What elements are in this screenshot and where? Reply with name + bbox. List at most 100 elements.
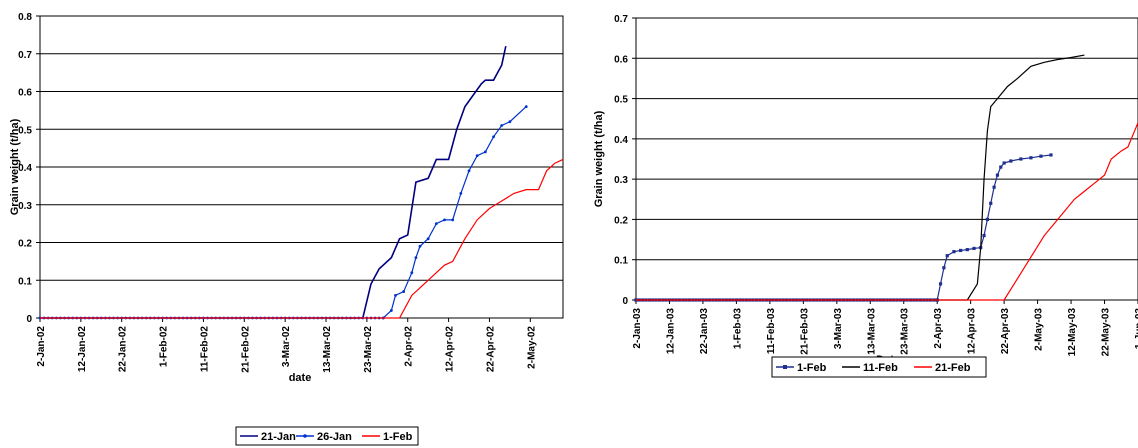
y-tick-label: 0.6	[18, 88, 32, 99]
series-marker	[999, 165, 1003, 169]
x-tick-label: 12-Apr-02	[445, 326, 456, 373]
series-line-26-Jan	[40, 106, 527, 319]
y-tick-label: 0	[622, 296, 628, 307]
x-tick-label: 3-Mar-02	[281, 326, 292, 368]
series-marker	[995, 173, 1000, 177]
x-tick-label: 2-Apr-03	[933, 308, 944, 349]
x-tick-label: 2-Apr-02	[404, 326, 415, 367]
series-marker	[500, 124, 504, 127]
x-tick-label: 22-May-03	[1101, 308, 1112, 357]
series-marker	[426, 237, 430, 241]
series-line-21-Jan	[40, 46, 507, 319]
x-tick-label: 22-Jan-02	[118, 326, 129, 373]
y-tick-label: 0.4	[614, 135, 628, 146]
series-marker	[992, 185, 996, 189]
x-tick-label: 11-Feb-03	[766, 308, 777, 355]
x-tick-label: 12-Jan-02	[77, 326, 88, 373]
series-marker	[989, 201, 993, 205]
y-tick-label: 0.6	[614, 54, 628, 65]
x-tick-label: 21-Feb-02	[240, 326, 251, 373]
y-tick-label: 0.3	[614, 175, 628, 186]
series-marker	[1002, 161, 1006, 165]
x-tick-label: 3-Mar-03	[833, 308, 844, 350]
y-tick-label: 0.7	[18, 50, 32, 61]
x-tick-label: 22-Apr-03	[1000, 308, 1011, 355]
series-marker	[985, 217, 989, 222]
series-marker	[483, 150, 487, 154]
x-tick-label: 22-Jan-03	[699, 308, 710, 355]
series-marker	[1049, 153, 1053, 157]
series-marker	[1009, 159, 1013, 163]
series-marker	[938, 282, 943, 286]
x-tick-label: 12-May-03	[1067, 308, 1078, 357]
y-tick-label: 0.3	[18, 201, 32, 212]
x-tick-label: 23-Mar-03	[900, 308, 911, 355]
series-marker	[389, 309, 393, 312]
y-tick-label: 0.5	[18, 125, 32, 136]
series-marker	[1039, 154, 1043, 158]
series-marker	[959, 248, 963, 253]
y-tick-label: 0.2	[614, 215, 628, 226]
x-tick-label: 2-May-03	[1034, 308, 1045, 351]
x-tick-label: 1-Feb-03	[732, 308, 743, 350]
y-tick-label: 0.5	[614, 95, 628, 106]
series-marker	[410, 271, 414, 275]
x-tick-label: 1-Jun-03	[1134, 308, 1138, 350]
series-line-11-Feb	[636, 54, 1085, 301]
x-tick-label: 1-Feb-02	[159, 326, 170, 368]
series-marker	[1029, 156, 1033, 160]
x-tick-label: 2-Jan-03	[632, 308, 643, 349]
legend-label: 1-Feb	[383, 431, 413, 443]
y-tick-label: 0	[26, 314, 32, 325]
x-tick-label: 12-Apr-03	[967, 308, 978, 355]
series-marker	[952, 250, 956, 254]
series-marker	[394, 293, 397, 297]
legend-label: 26-Jan	[317, 431, 352, 443]
series-line-1-Feb	[636, 154, 1052, 301]
y-tick-label: 0.1	[18, 276, 32, 287]
y-axis-label: Grain weight (t/ha)	[593, 110, 605, 207]
series-marker	[467, 169, 471, 173]
series-line-1-Feb	[40, 158, 564, 319]
x-tick-label: 21-Feb-03	[799, 308, 810, 355]
x-tick-label: 12-Jan-03	[665, 308, 676, 355]
x-tick-label: 2-May-02	[526, 326, 537, 369]
series-marker	[414, 256, 418, 259]
legend-label: 21-Jan	[261, 431, 296, 443]
plot-area	[635, 17, 1138, 301]
series-marker	[982, 233, 986, 238]
x-tick-label: 13-Mar-03	[866, 308, 877, 355]
series-marker	[443, 218, 446, 222]
y-axis-label: Grain weight (t/ha)	[9, 118, 21, 215]
series-line-21-Feb	[636, 122, 1138, 301]
series-marker	[402, 290, 406, 293]
y-tick-label: 0.4	[18, 163, 32, 174]
x-tick-label: 13-Mar-02	[322, 326, 333, 373]
series-marker	[475, 154, 479, 158]
legend-label: 1-Feb	[797, 362, 827, 374]
series-marker	[965, 248, 969, 252]
series-marker	[418, 244, 422, 248]
x-tick-label: 2-Jan-02	[36, 326, 47, 367]
x-tick-label: 11-Feb-02	[199, 326, 210, 373]
legend-marker	[303, 434, 307, 438]
y-tick-label: 0.1	[614, 256, 628, 267]
y-tick-label: 0.2	[18, 239, 32, 250]
legend-label: 21-Feb	[935, 362, 971, 374]
series-marker	[434, 222, 438, 226]
legend-label: 11-Feb	[863, 362, 898, 374]
x-axis-label: date	[289, 372, 312, 384]
chart-1: 0 0.1 0.2 0.3 0.4 0.5 0.6 0.7 0.8 2-Jan-02 12-Jan-…	[9, 12, 564, 446]
series-marker	[492, 135, 495, 139]
series-marker	[972, 246, 976, 251]
legend-box	[771, 356, 987, 378]
legend-box	[235, 426, 419, 446]
series-marker	[508, 120, 512, 124]
series-marker	[945, 254, 949, 258]
series-marker	[1019, 157, 1023, 161]
chart-2: 0 0.1 0.2 0.3 0.4 0.5 0.6 0.7 2-Jan-03 12-Jan-03 2…	[593, 14, 1138, 378]
x-tick-label: 22-Apr-02	[485, 326, 496, 373]
x-tick-label: 23-Mar-02	[363, 326, 374, 373]
y-tick-label: 0.7	[614, 14, 628, 25]
